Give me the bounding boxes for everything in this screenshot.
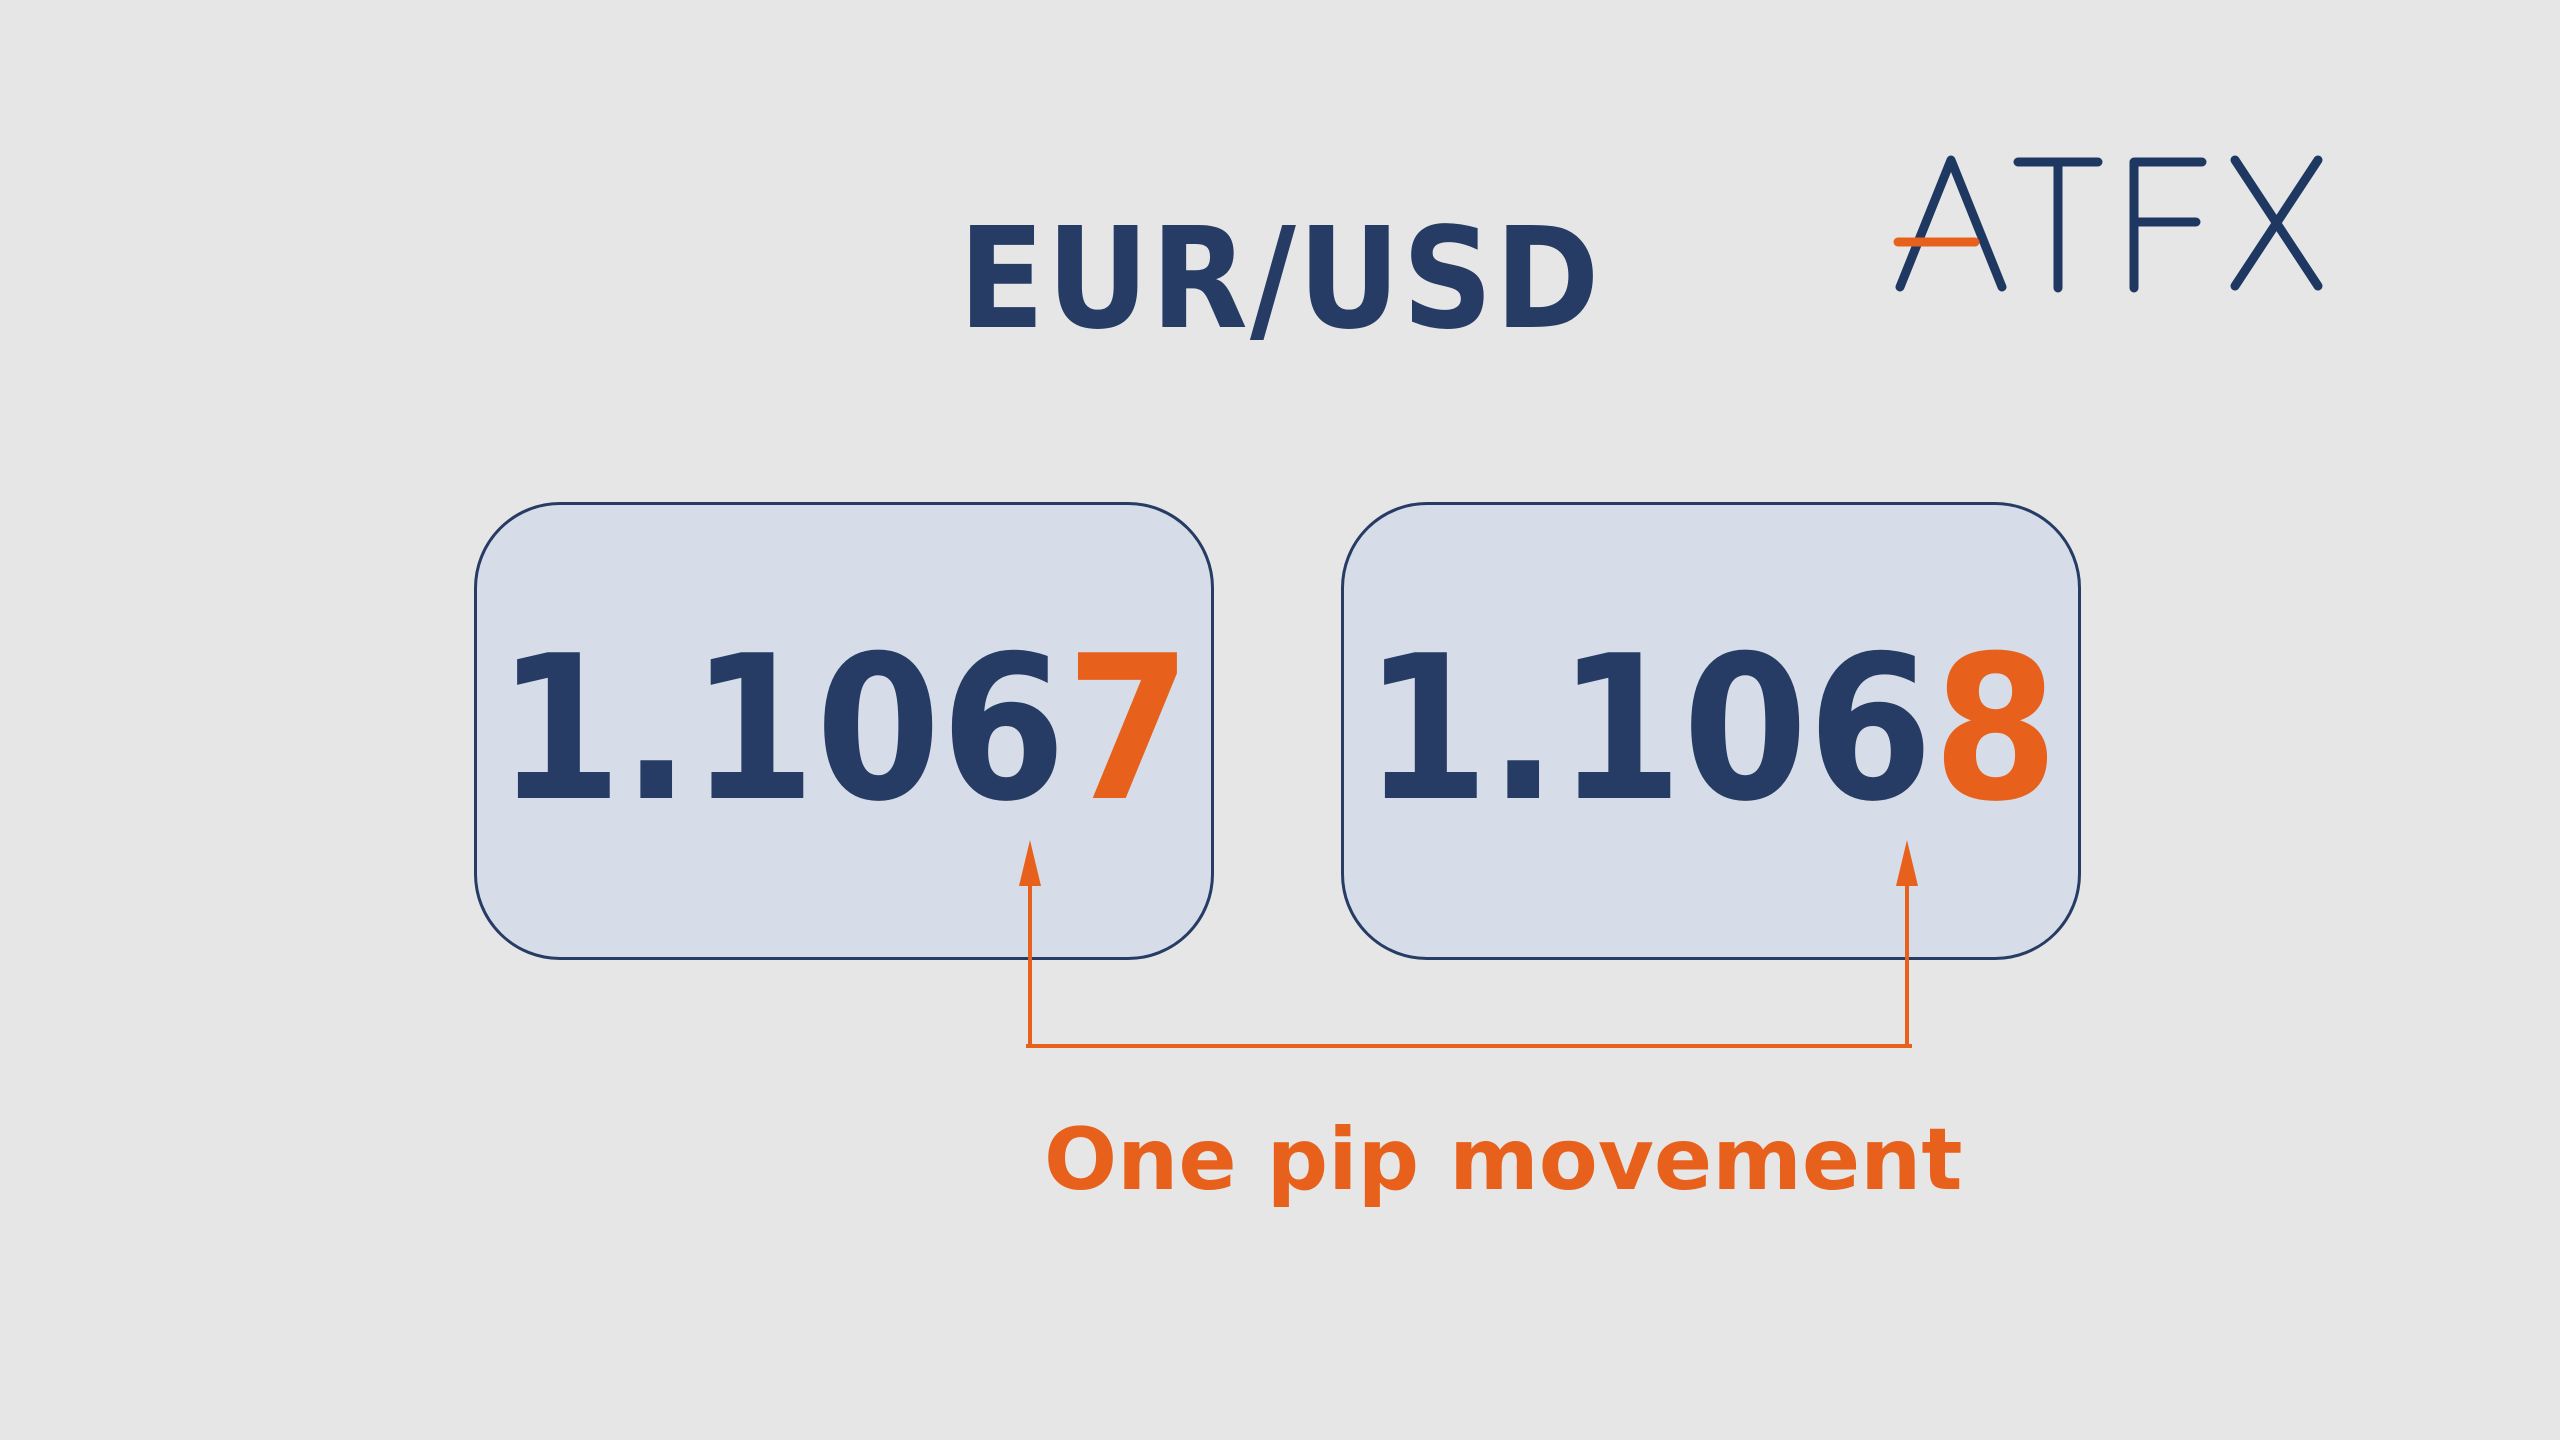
quote-box-after — [1341, 502, 2081, 960]
pip-digit: 7 — [1065, 613, 1192, 846]
quote-prefix: 1.106 — [496, 613, 1066, 846]
quote-value-before: 1.1067 — [474, 630, 1214, 830]
quote-box-before — [474, 502, 1214, 960]
atfx-logo-mark — [1893, 155, 2323, 293]
quote-prefix: 1.106 — [1363, 613, 1933, 846]
pip-movement-caption: One pip movement — [1044, 1110, 1963, 1210]
currency-pair-title: EUR/USD — [958, 198, 1602, 361]
atfx-logo — [1890, 152, 2330, 297]
pip-digit: 8 — [1932, 613, 2059, 846]
quote-value-after: 1.1068 — [1341, 630, 2081, 830]
